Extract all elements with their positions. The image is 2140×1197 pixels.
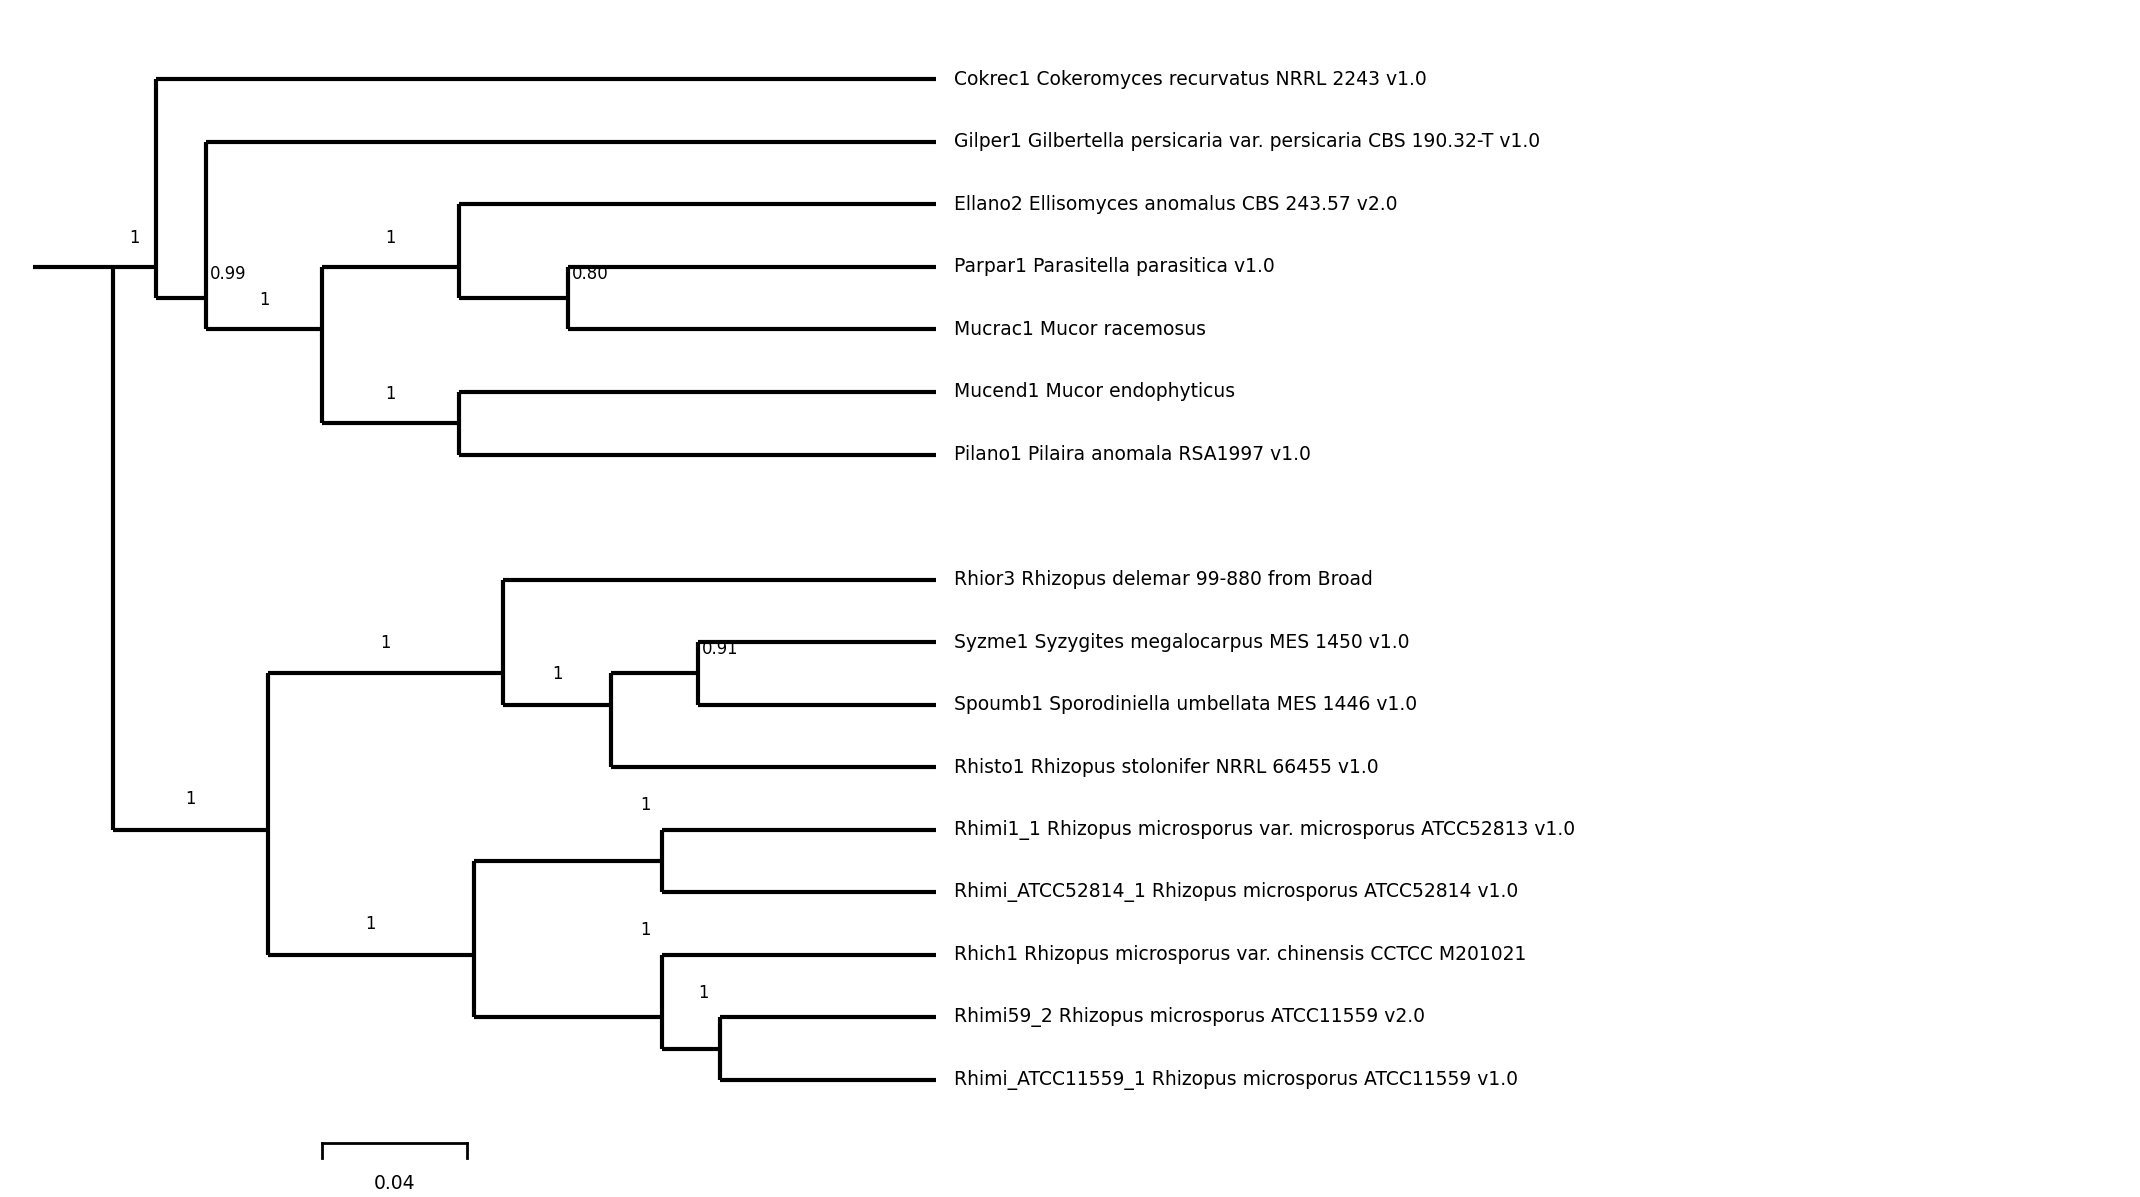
Text: Rhimi_ATCC11559_1 Rhizopus microsporus ATCC11559 v1.0: Rhimi_ATCC11559_1 Rhizopus microsporus A… — [954, 1070, 1519, 1090]
Text: Rhimi59_2 Rhizopus microsporus ATCC11559 v2.0: Rhimi59_2 Rhizopus microsporus ATCC11559… — [954, 1008, 1425, 1027]
Text: 1: 1 — [366, 915, 377, 932]
Text: 0.91: 0.91 — [702, 640, 738, 658]
Text: 1: 1 — [184, 790, 195, 808]
Text: Rhimi_ATCC52814_1 Rhizopus microsporus ATCC52814 v1.0: Rhimi_ATCC52814_1 Rhizopus microsporus A… — [954, 882, 1519, 903]
Text: 1: 1 — [385, 229, 396, 247]
Text: Rhimi1_1 Rhizopus microsporus var. microsporus ATCC52813 v1.0: Rhimi1_1 Rhizopus microsporus var. micro… — [954, 820, 1575, 840]
Text: 0.80: 0.80 — [571, 265, 608, 282]
Text: 1: 1 — [381, 633, 389, 651]
Text: Mucend1 Mucor endophyticus: Mucend1 Mucor endophyticus — [954, 383, 1235, 401]
Text: Rhior3 Rhizopus delemar 99-880 from Broad: Rhior3 Rhizopus delemar 99-880 from Broa… — [954, 570, 1374, 589]
Text: 0.99: 0.99 — [210, 265, 246, 282]
Text: Syzme1 Syzygites megalocarpus MES 1450 v1.0: Syzme1 Syzygites megalocarpus MES 1450 v… — [954, 633, 1410, 651]
Text: Rhisto1 Rhizopus stolonifer NRRL 66455 v1.0: Rhisto1 Rhizopus stolonifer NRRL 66455 v… — [954, 758, 1378, 777]
Text: 1: 1 — [640, 922, 651, 940]
Text: Ellano2 Ellisomyces anomalus CBS 243.57 v2.0: Ellano2 Ellisomyces anomalus CBS 243.57 … — [954, 195, 1397, 214]
Text: Rhich1 Rhizopus microsporus var. chinensis CCTCC M201021: Rhich1 Rhizopus microsporus var. chinens… — [954, 946, 1526, 965]
Text: Cokrec1 Cokeromyces recurvatus NRRL 2243 v1.0: Cokrec1 Cokeromyces recurvatus NRRL 2243… — [954, 69, 1427, 89]
Text: Pilano1 Pilaira anomala RSA1997 v1.0: Pilano1 Pilaira anomala RSA1997 v1.0 — [954, 445, 1312, 464]
Text: 0.04: 0.04 — [374, 1174, 415, 1193]
Text: 1: 1 — [640, 796, 651, 814]
Text: Parpar1 Parasitella parasitica v1.0: Parpar1 Parasitella parasitica v1.0 — [954, 257, 1275, 277]
Text: 1: 1 — [128, 229, 139, 247]
Text: Gilper1 Gilbertella persicaria var. persicaria CBS 190.32-T v1.0: Gilper1 Gilbertella persicaria var. pers… — [954, 133, 1541, 151]
Text: 1: 1 — [259, 291, 270, 309]
Text: Mucrac1 Mucor racemosus: Mucrac1 Mucor racemosus — [954, 320, 1207, 339]
Text: 1: 1 — [698, 984, 708, 1002]
Text: Spoumb1 Sporodiniella umbellata MES 1446 v1.0: Spoumb1 Sporodiniella umbellata MES 1446… — [954, 695, 1417, 715]
Text: 1: 1 — [385, 385, 396, 403]
Text: 1: 1 — [552, 664, 563, 682]
